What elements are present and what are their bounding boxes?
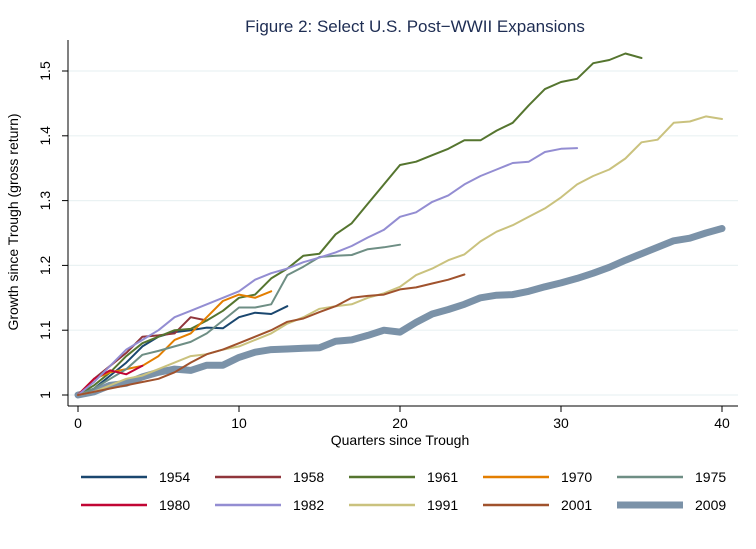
series-line-2001 (77, 273, 466, 396)
legend-label-1975: 1975 (695, 469, 726, 485)
series-line-1982 (77, 147, 579, 396)
series-line-1961 (77, 52, 643, 396)
series-line-1991 (77, 115, 723, 396)
legend-label-1954: 1954 (159, 469, 190, 485)
legend-label-1982: 1982 (293, 497, 324, 513)
y-tick-label: 1.2 (37, 255, 53, 275)
legend-label-2001: 2001 (561, 497, 592, 513)
series-line-1975 (77, 243, 401, 396)
series-line-1980 (77, 364, 144, 396)
legend-label-2009: 2009 (695, 497, 726, 513)
y-tick-label: 1.1 (37, 320, 53, 340)
y-tick-label: 1.4 (37, 126, 53, 146)
series-lines (74, 52, 726, 399)
y-tick-label: 1.3 (37, 191, 53, 211)
legend-label-1970: 1970 (561, 469, 592, 485)
legend-label-1958: 1958 (293, 469, 324, 485)
series-line-1954 (77, 305, 289, 396)
x-tick-label: 0 (74, 415, 82, 431)
series-line-1958 (77, 316, 208, 396)
y-tick-label: 1 (37, 391, 53, 399)
series-line-1970 (77, 290, 273, 396)
legend-label-1961: 1961 (427, 469, 458, 485)
series-line-2009 (74, 225, 726, 399)
x-tick-label: 40 (714, 415, 730, 431)
legend: 1954 1958 1961 1970 1975 1980 1982 1991 2001 2009 (81, 469, 726, 513)
chart-title: Figure 2: Select U.S. Post−WWII Expansio… (245, 17, 585, 36)
y-tick-label: 1.5 (37, 61, 53, 81)
y-axis-label: Growth since Trough (gross return) (5, 113, 21, 330)
legend-label-1980: 1980 (159, 497, 190, 513)
x-tick-label: 20 (392, 415, 408, 431)
x-tick-label: 30 (553, 415, 569, 431)
axes: 1 1.1 1.2 1.3 1.4 1.5 0 10 20 30 40 (37, 40, 738, 431)
x-tick-label: 10 (231, 415, 247, 431)
x-axis-label: Quarters since Trough (331, 432, 470, 448)
legend-label-1991: 1991 (427, 497, 458, 513)
